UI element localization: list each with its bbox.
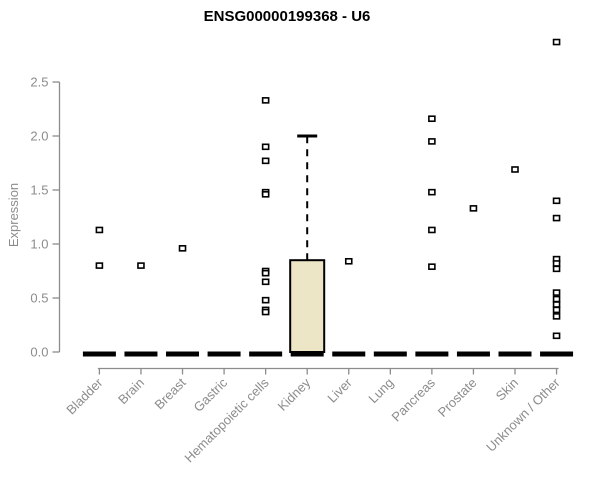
outlier-point [428,138,436,145]
outlier-point [428,263,436,270]
x-tick-label: Gastric [190,375,230,415]
median-bar [166,351,200,357]
outlier-point [469,205,478,212]
y-tick-label: 1.0 [30,237,48,252]
outlier-point [95,262,104,269]
x-tick-label: Bladder [63,375,106,418]
x-tick-label: Brain [115,375,147,407]
outlier-point [178,245,187,252]
outlier-point [344,257,353,265]
outlier-point [261,191,270,198]
median-bar [82,351,116,357]
median-bar [373,351,407,357]
x-tick-label: Liver [324,375,355,406]
outlier-point [428,115,436,123]
median-bar [290,351,324,357]
outlier-point [428,188,436,196]
median-bar [207,351,241,357]
median-bar [332,351,366,357]
outlier-point [552,295,561,303]
median-bar [124,351,158,357]
median-bar [415,351,449,357]
outlier-point [261,157,270,165]
x-tick-label: Pancreas [389,375,439,425]
outlier-point [552,265,561,273]
y-tick-label: 2.0 [30,129,48,144]
median-bar [249,351,283,357]
outlier-point [552,332,561,340]
y-tick-label: 0.0 [30,345,48,360]
x-tick-label: Kidney [275,375,314,414]
outlier-point [552,38,561,46]
outlier-point [261,143,270,151]
x-tick-label: Breast [151,375,188,412]
outlier-point [261,296,270,304]
median-bar [498,351,532,357]
box [289,259,326,354]
outlier-point [552,306,561,314]
outlier-point [137,262,145,269]
outlier-point [552,197,561,205]
x-tick-label: Unknown / Other [483,375,563,455]
outlier-point [95,226,104,234]
x-tick-label: Skin [493,375,521,403]
outlier-point [552,214,561,222]
outlier-point [552,260,561,267]
x-tick-label: Prostate [435,375,480,420]
chart-title: ENSG00000199368 - U6 [203,8,371,25]
outlier-point [428,226,436,234]
outlier-point [261,269,270,277]
outlier-point [261,308,270,316]
outlier-point [261,278,270,286]
y-tick-label: 1.5 [30,183,48,198]
outlier-point [552,301,561,308]
x-tick-label: Lung [365,375,396,406]
y-tick-label: 0.5 [30,291,48,306]
median-bar [540,351,574,357]
outlier-point [261,97,270,104]
y-tick-label: 2.5 [30,75,48,90]
outlier-point [552,313,561,320]
outlier-point [511,166,519,173]
outlier-point [552,289,561,296]
median-bar [456,351,490,357]
